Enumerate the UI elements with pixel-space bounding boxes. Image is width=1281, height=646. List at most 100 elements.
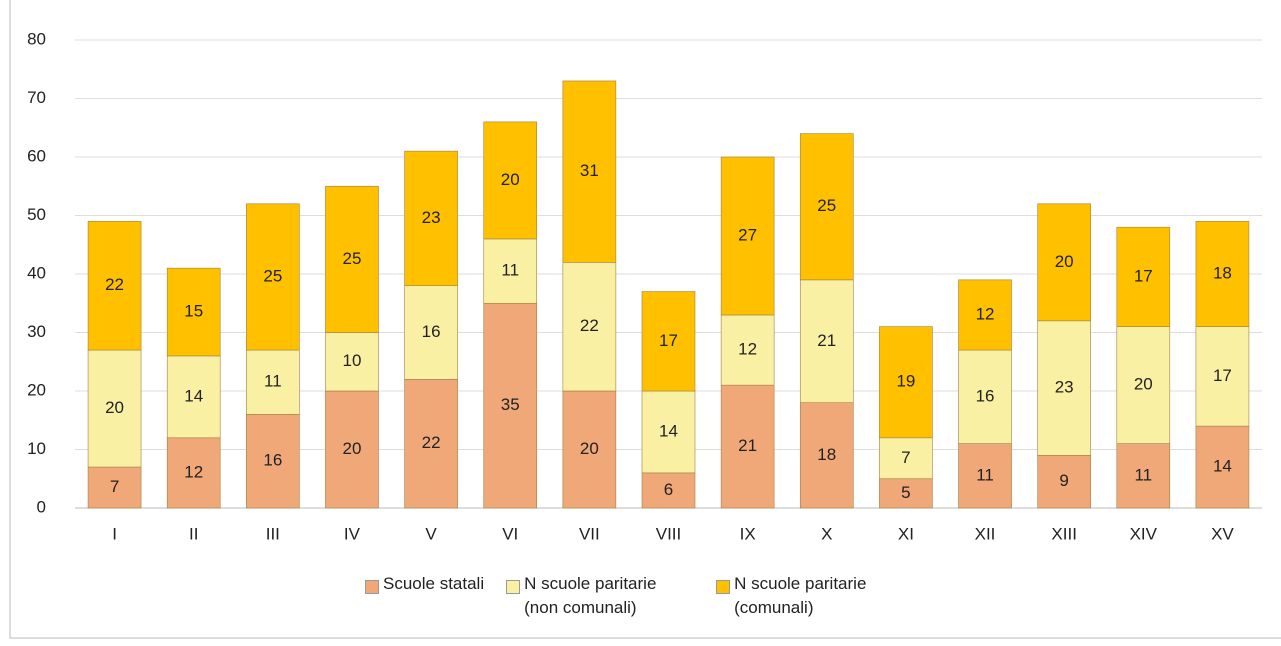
- y-tick-label: 60: [27, 146, 46, 165]
- bar-segment: [1116, 226, 1171, 327]
- bar-segment: [958, 349, 1012, 444]
- data-label: 12: [976, 304, 995, 323]
- data-label: 7: [901, 448, 910, 467]
- legend-label: Scuole statali: [383, 574, 485, 593]
- bar-segment: [404, 150, 458, 286]
- bar-segment: [404, 285, 458, 380]
- bar-segment: [958, 279, 1012, 351]
- legend-label: N scuole paritarie (comunali): [734, 574, 867, 617]
- data-label: 20: [105, 398, 124, 417]
- data-label: 12: [184, 462, 203, 481]
- x-tick-label: IX: [740, 524, 756, 543]
- data-label: 14: [659, 421, 678, 440]
- data-label: 11: [1134, 465, 1152, 484]
- data-label: 17: [659, 331, 678, 350]
- data-label: 11: [501, 261, 519, 280]
- bar-segment: [87, 349, 142, 468]
- bar-segment: [562, 261, 617, 392]
- bar-segment: [641, 291, 696, 392]
- data-label: 11: [264, 372, 282, 391]
- bar-segment: [483, 238, 538, 304]
- y-tick-label: 80: [27, 29, 46, 48]
- data-label: 31: [580, 161, 599, 180]
- data-label: 18: [817, 445, 836, 464]
- legend-item: Scuole statali: [365, 574, 484, 620]
- legend-label: N scuole paritarie (non comunali): [524, 574, 657, 617]
- x-tick-label: I: [112, 524, 117, 543]
- bar-segment: [246, 203, 300, 351]
- bar-segment: [1195, 221, 1250, 327]
- bar-segment: [1037, 455, 1091, 509]
- bar-segment: [166, 355, 221, 439]
- data-label: 20: [1055, 252, 1074, 271]
- bar-segment: [720, 314, 775, 386]
- data-label: 9: [1059, 471, 1068, 490]
- x-tick-label: VIII: [656, 524, 682, 543]
- x-tick-label: XII: [975, 524, 996, 543]
- data-label: 22: [580, 316, 599, 335]
- data-label: 35: [501, 395, 520, 414]
- chart-border: [9, 0, 1281, 639]
- data-label: 27: [738, 225, 757, 244]
- data-label: 11: [976, 465, 994, 484]
- data-label: 15: [184, 302, 203, 321]
- data-label: 25: [817, 196, 836, 215]
- data-label: 21: [738, 436, 757, 455]
- data-label: 5: [901, 483, 910, 502]
- bar-segment: [246, 349, 300, 415]
- data-label: 10: [343, 351, 362, 370]
- x-tick-label: XIII: [1051, 524, 1077, 543]
- data-label: 16: [422, 322, 441, 341]
- x-tick-label: XIV: [1130, 524, 1158, 543]
- data-label: 21: [817, 331, 836, 350]
- x-tick-label: V: [425, 524, 437, 543]
- y-tick-label: 0: [37, 497, 46, 516]
- bar-segment: [562, 80, 617, 263]
- bar-segment: [720, 156, 775, 316]
- bar-segment: [799, 279, 854, 404]
- bar-segment: [1037, 320, 1091, 456]
- y-tick-label: 30: [27, 322, 46, 341]
- x-tick-label: XV: [1211, 524, 1234, 543]
- y-tick-label: 70: [27, 88, 46, 107]
- bar-segment: [720, 384, 775, 509]
- y-tick-label: 10: [27, 439, 46, 458]
- bar-segment: [641, 390, 696, 474]
- bar-segment: [799, 402, 854, 509]
- y-tick-label: 40: [27, 263, 46, 282]
- data-label: 14: [1213, 457, 1232, 476]
- data-label: 22: [422, 433, 441, 452]
- data-label: 6: [664, 480, 673, 499]
- bar-segment: [1037, 203, 1091, 322]
- bar-segment: [246, 414, 300, 509]
- bar-segment: [87, 221, 142, 351]
- x-tick-label: IV: [344, 524, 361, 543]
- data-label: 23: [422, 208, 441, 227]
- y-tick-label: 20: [27, 380, 46, 399]
- x-tick-label: III: [266, 524, 280, 543]
- data-label: 22: [105, 275, 124, 294]
- data-label: 20: [580, 439, 599, 458]
- x-tick-label: II: [189, 524, 198, 543]
- data-label: 25: [263, 266, 282, 285]
- data-label: 17: [1213, 366, 1232, 385]
- bar-segment: [799, 133, 854, 281]
- legend: Scuole statali N scuole paritarie (non co…: [365, 574, 904, 620]
- bar-segment: [325, 390, 379, 509]
- data-label: 14: [184, 386, 203, 405]
- data-label: 12: [738, 340, 757, 359]
- legend-swatch: [716, 580, 731, 594]
- bar-segment: [166, 267, 221, 357]
- bar-segment: [562, 390, 617, 509]
- data-label: 25: [343, 249, 362, 268]
- bar-segment: [404, 378, 458, 509]
- legend-item: N scuole paritarie (non comunali): [506, 574, 694, 620]
- bar-segment: [166, 437, 221, 509]
- x-tick-label: VII: [579, 524, 600, 543]
- bar-segment: [879, 326, 933, 439]
- legend-swatch: [506, 580, 521, 594]
- bar-segment: [483, 121, 538, 240]
- x-tick-label: X: [821, 524, 832, 543]
